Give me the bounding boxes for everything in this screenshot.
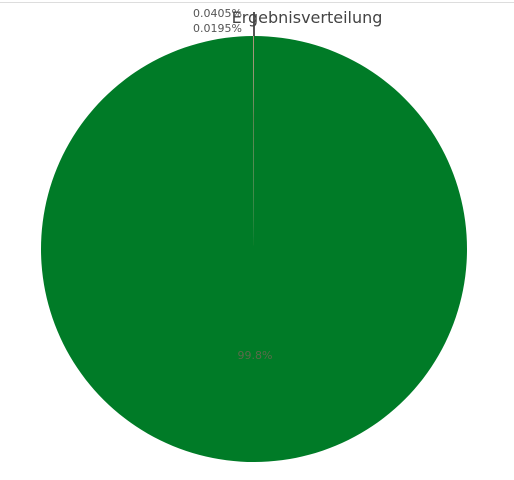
slice-label-1: 99.8% <box>238 349 273 362</box>
pie-slices <box>41 36 468 462</box>
pie-slice-2 <box>253 36 254 250</box>
chart-title: Ergebnisverteilung <box>232 8 383 27</box>
top-divider <box>0 2 514 3</box>
slice-label-2: 0.0405% <box>193 7 242 20</box>
pie-slice-1 <box>41 36 468 462</box>
slice-label-3: 0.0195% <box>193 22 242 35</box>
